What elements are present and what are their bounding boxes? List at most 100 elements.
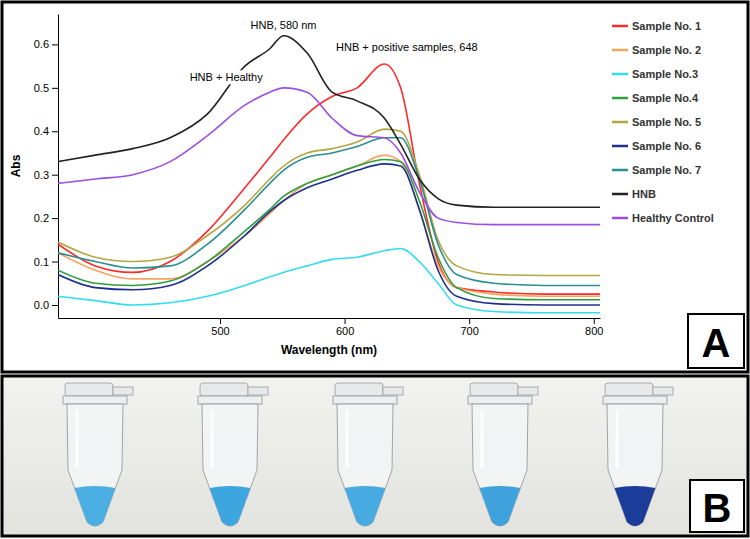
tube-hinge — [113, 387, 133, 395]
y-tick-mark — [52, 175, 58, 176]
x-tick-label: 500 — [211, 325, 229, 337]
y-tick: 0.3 — [34, 169, 58, 181]
x-tick: 500 — [211, 318, 229, 337]
spectrum-line — [58, 88, 600, 225]
tube — [333, 383, 403, 526]
tube — [198, 383, 268, 526]
x-tick: 700 — [460, 318, 478, 337]
y-tick-label: 0.5 — [34, 82, 49, 94]
panel-letter: A — [702, 321, 731, 365]
x-tick-mark — [469, 318, 470, 324]
annotation-text: HNB + positive samples, 648 — [336, 41, 478, 53]
y-tick-mark — [52, 44, 58, 45]
tube-highlight — [346, 410, 349, 468]
y-tick-mark — [52, 305, 58, 306]
tube-hinge — [248, 387, 268, 395]
y-tick-label: 0.2 — [34, 212, 49, 224]
tube-liquid — [480, 486, 521, 526]
spectrum-line — [58, 164, 600, 305]
x-tick-label: 600 — [336, 325, 354, 337]
legend-swatch — [612, 25, 628, 28]
legend-swatch — [612, 121, 628, 124]
legend-swatch — [612, 49, 628, 52]
panel-a-frame — [2, 2, 748, 372]
tube-rim — [468, 396, 532, 404]
panel-letter-box — [688, 314, 744, 368]
tube-liquid — [615, 486, 656, 526]
tube-lid — [605, 383, 653, 396]
y-tick-label: 0.4 — [34, 125, 49, 137]
x-tick-mark — [345, 318, 346, 324]
y-tick-label: 0.0 — [34, 299, 49, 311]
tube-liquid — [210, 486, 251, 526]
legend: Sample No. 1Sample No. 2Sample No.3Sampl… — [612, 20, 714, 224]
spectrum-line — [58, 129, 600, 275]
legend-label: Sample No. 6 — [632, 140, 701, 152]
legend-swatch — [612, 73, 628, 76]
tube-body — [202, 404, 258, 526]
y-tick-mark — [52, 218, 58, 219]
y-tick-label: 0.6 — [34, 38, 49, 50]
legend-swatch — [612, 193, 628, 196]
x-tick-mark — [594, 318, 595, 324]
legend-swatch — [612, 97, 628, 100]
legend-label: Sample No. 7 — [632, 164, 701, 176]
tube-lid — [335, 383, 383, 396]
tube-highlight — [211, 410, 214, 468]
tube-lid — [470, 383, 518, 396]
legend-label: Sample No. 2 — [632, 44, 701, 56]
spectrum-line — [58, 138, 600, 286]
x-axis: 500 600 700 800 — [59, 318, 604, 337]
tube-lid — [200, 383, 248, 396]
annotation-text: HNB + Healthy — [190, 71, 264, 83]
tube-rim — [333, 396, 397, 404]
legend-label: HNB — [632, 188, 656, 200]
tube-rim — [198, 396, 262, 404]
panel-letter: B — [703, 486, 732, 530]
panel-b-frame — [2, 376, 748, 536]
y-tick: 0.0 — [34, 299, 58, 311]
y-tick: 0.5 — [34, 82, 58, 94]
annotation-background — [249, 18, 319, 32]
x-tick: 600 — [336, 318, 354, 337]
tube-highlight — [76, 410, 79, 468]
tube-highlight — [616, 410, 619, 468]
tube-hinge — [653, 387, 673, 395]
legend-swatch — [612, 169, 628, 172]
y-tick: 0.2 — [34, 212, 58, 224]
y-tick-mark — [52, 88, 58, 89]
annotation: HNB + positive samples, 648 — [334, 40, 480, 54]
legend-swatch — [612, 145, 628, 148]
plot-area — [58, 36, 600, 313]
tube-rim — [63, 396, 127, 404]
annotation-text: HNB, 580 nm — [251, 19, 317, 31]
tube-body — [472, 404, 528, 526]
y-tick: 0.1 — [34, 256, 58, 268]
tube — [603, 383, 673, 526]
x-tick-label: 800 — [585, 325, 603, 337]
legend-swatch — [612, 217, 628, 220]
tube-body — [337, 404, 393, 526]
y-tick: 0.6 — [34, 38, 58, 50]
annotation: HNB + Healthy — [188, 70, 266, 84]
y-tick-mark — [52, 131, 58, 132]
tube-liquid — [345, 486, 386, 526]
tube-liquid — [75, 486, 116, 526]
tube — [63, 383, 133, 526]
y-tick-label: 0.3 — [34, 169, 49, 181]
tube-body — [607, 404, 663, 526]
tube-body — [67, 404, 123, 526]
legend-label: Sample No.4 — [632, 92, 699, 104]
tube-lid — [65, 383, 113, 396]
spectrum-line — [58, 36, 600, 208]
tube — [468, 383, 538, 526]
tube-hinge — [518, 387, 538, 395]
y-tick-mark — [52, 262, 58, 263]
x-tick-label: 700 — [460, 325, 478, 337]
annotations: HNB, 580 nm HNB + positive samples, 648 HN… — [188, 18, 480, 85]
y-tick: 0.4 — [34, 125, 58, 137]
panel-letter-box — [690, 480, 744, 532]
figure: 5006007008000.00.10.20.30.40.50.6Wavelen… — [0, 0, 750, 539]
y-axis-line — [58, 15, 59, 319]
annotation-background — [334, 40, 480, 54]
